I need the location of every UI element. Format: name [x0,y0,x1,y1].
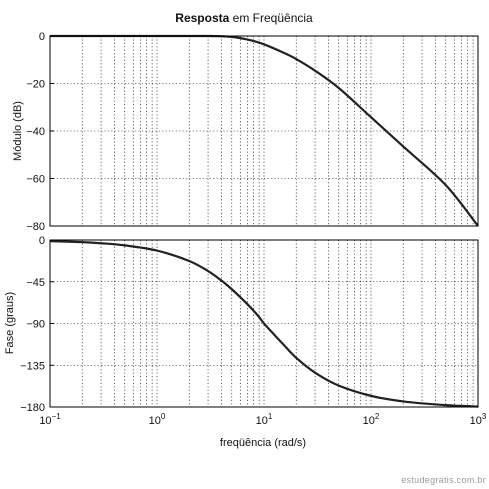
phase-y-tick-label: 0 [39,235,45,247]
magnitude-y-tick-label: −40 [26,126,45,138]
chart-title-rest: em Freqüência [229,11,313,25]
phase-grid [50,240,478,407]
x-tick-label: 102 [363,412,380,427]
phase-series-line [49,240,479,408]
chart-title-bold: Resposta [175,11,229,25]
magnitude-panel: 0 −20 −40 −60 −80 Módulo (dB) [12,31,479,233]
watermark-text: estudegratis.com.br [401,475,486,485]
x-tick-label: 101 [256,412,273,427]
magnitude-y-tick-label: 0 [39,31,45,43]
phase-panel: 0 −45 −90 −135 −180 10−1 100 101 102 103 Fase (g… [4,235,487,449]
phase-y-axis-label: Fase (graus) [4,292,16,354]
magnitude-grid [50,36,478,226]
phase-y-tick-label: −45 [26,277,45,289]
magnitude-y-axis-label: Módulo (dB) [12,101,24,161]
magnitude-y-tick-label: −20 [26,79,45,91]
magnitude-y-ticks: 0 −20 −40 −60 −80 [26,31,54,233]
x-tick-label: 103 [470,412,487,427]
x-tick-label: 10−1 [39,412,61,427]
phase-y-tick-label: −135 [20,360,45,372]
phase-y-ticks: 0 −45 −90 −135 −180 [20,235,54,414]
x-tick-label: 100 [149,412,166,427]
phase-y-tick-label: −180 [20,402,45,414]
magnitude-y-tick-label: −80 [26,221,45,233]
x-axis-label: freqüência (rad/s) [220,437,306,449]
phase-y-tick-label: −90 [26,319,45,331]
magnitude-y-tick-label: −60 [26,174,45,186]
phase-x-ticks: 10−1 100 101 102 103 [39,412,487,427]
chart-title: Resposta em Freqüência [175,11,313,25]
